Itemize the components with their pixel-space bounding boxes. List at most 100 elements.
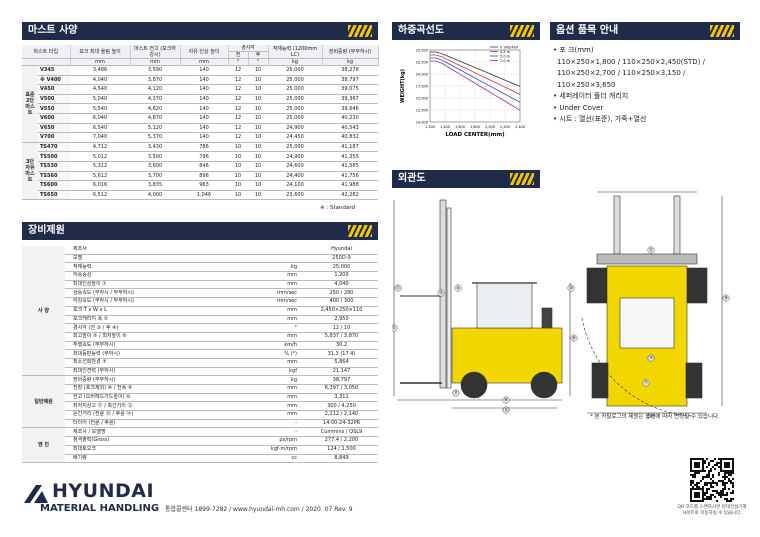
value-cell: 14.00-24-32PR: [305, 419, 378, 429]
qr-module: [698, 482, 700, 484]
header-row: 마스트 타입 포크 최대 올림 높이 마스트 전고 (포크하강시) 자유 인상 높이 경…: [22, 45, 379, 59]
cell: 140: [180, 65, 228, 76]
qr-module: [708, 464, 710, 466]
value-cell: 5,837 / 3,870: [305, 332, 378, 342]
unit-cell: kgf: [235, 367, 305, 377]
header-cell: 마스트 타입: [22, 45, 71, 59]
qr-finder: [690, 488, 704, 502]
qr-module: [722, 484, 724, 486]
item-cell: 배기량: [65, 454, 235, 464]
qr-module: [726, 498, 728, 500]
header-cell: [22, 58, 71, 66]
qr-module: [706, 496, 708, 498]
qr-module: [720, 492, 722, 494]
qr-code[interactable]: [690, 458, 734, 502]
item-cell: 포크캐리지 폭 ②: [65, 315, 235, 325]
type-cell: V600: [38, 113, 70, 124]
callout-circle: [454, 284, 462, 292]
qr-module: [702, 478, 704, 480]
cell: 3,486: [70, 65, 130, 76]
callout: ①: [396, 286, 401, 292]
qr-module: [704, 470, 706, 472]
qr-module: [714, 490, 716, 492]
cell: 24,450: [268, 132, 322, 143]
cell: 846: [180, 161, 228, 172]
cell: 4,040: [70, 75, 130, 86]
value-cell: 277.4 / 2,200: [305, 436, 378, 446]
qr-module: [728, 472, 730, 474]
unit-cell: mm: [235, 332, 305, 342]
callout: ③: [439, 291, 443, 297]
unit-cell: mm/sec: [235, 297, 305, 307]
callout-circle: [722, 294, 730, 302]
cell: 10: [248, 113, 268, 124]
cell: 12: [228, 65, 248, 76]
type-cell: V550: [38, 103, 70, 114]
qr-module: [712, 476, 714, 478]
qr-finder: [694, 492, 700, 498]
qr-module: [730, 500, 732, 502]
qr-finder: [690, 458, 704, 472]
cell: 24,900: [268, 123, 322, 134]
qr-module: [720, 496, 722, 498]
qr-module: [716, 464, 718, 466]
qr-module: [720, 480, 722, 482]
qr-module: [720, 494, 722, 496]
section-header: 옵션 품목 안내: [550, 22, 740, 40]
cell: 10: [248, 84, 268, 95]
section-title: 외관도: [398, 173, 426, 184]
header-cell: 자유 인상 높이: [180, 45, 229, 59]
qr-module: [732, 484, 734, 486]
unit-cell: kg: [322, 58, 379, 66]
data-row: 사 양 제조사 Hyundai: [22, 246, 378, 377]
data-row: ※ V400 4,040 3,870 140 12 10 25,000 38,797: [22, 75, 378, 86]
qr-module: [704, 462, 706, 464]
qr-module: [718, 494, 720, 496]
value-cell: 5,864: [305, 358, 378, 368]
unit-cell: kg: [268, 58, 323, 66]
brand-sub: MATERIAL HANDLING: [40, 503, 160, 514]
item-cell: 최대인상높이 ①: [65, 280, 235, 290]
cell: 963: [180, 180, 228, 191]
cell: 25,000: [268, 84, 322, 95]
item-cell: 최대토오크: [65, 445, 235, 455]
qr-module: [716, 484, 718, 486]
y-tick-label: 17,500: [416, 85, 428, 89]
cell: 140: [180, 103, 228, 114]
qr-module: [692, 482, 694, 484]
qr-module: [716, 462, 718, 464]
header-cell: 적재능력 (1200mm LC): [268, 45, 323, 59]
qr-module: [722, 494, 724, 496]
option-item: 110×250×2,700 / 110×250×3,150 /: [557, 69, 686, 77]
option-list: • 포 크(mm) 110×250×1,800 / 110×250×2,450(S…: [553, 45, 705, 126]
qr-caption-line: 사이트로 이동하실 수 있습니다.: [682, 511, 742, 516]
cell: 4,870: [130, 113, 180, 124]
cell: 140: [180, 84, 228, 95]
type-cell: ※ V400: [38, 75, 70, 86]
qr-module: [728, 488, 730, 490]
data-row: 일반제원 장비중량 (무부하시) kg 38,797: [22, 375, 378, 429]
item-cell: 타이어 (전륜 / 후륜): [65, 419, 235, 429]
qr-module: [696, 486, 698, 488]
cell: 12: [228, 103, 248, 114]
cell: 38,797: [322, 75, 378, 86]
group-cell: 표준 2단 마스트: [22, 65, 38, 143]
data-row: TS560 5,612 3,700 896 10 10 24,400 41,756: [22, 171, 378, 182]
x-tick-label: 1,800: [470, 125, 480, 129]
mast-table-box: 마스트 타입 포크 최대 올림 높이 마스트 전고 (포크하강시) 자유 인상 높이 경…: [22, 45, 379, 201]
cell: 42,282: [322, 190, 378, 201]
header-cell: 포크 최대 올림 높이: [70, 45, 131, 59]
qr-module: [706, 458, 708, 460]
qr-module: [706, 492, 708, 494]
header-cell: 장비중량 (무부하시): [322, 45, 379, 59]
qr-module: [712, 486, 714, 488]
cell: 10: [248, 161, 268, 172]
cell: 40,230: [322, 113, 378, 124]
qr-module: [722, 492, 724, 494]
cell: 4,540: [70, 84, 130, 95]
unit-cell: mm: [70, 58, 131, 66]
qr-module: [716, 500, 718, 502]
qr-module: [730, 480, 732, 482]
value-cell: 31.3 (17.4): [305, 349, 378, 359]
